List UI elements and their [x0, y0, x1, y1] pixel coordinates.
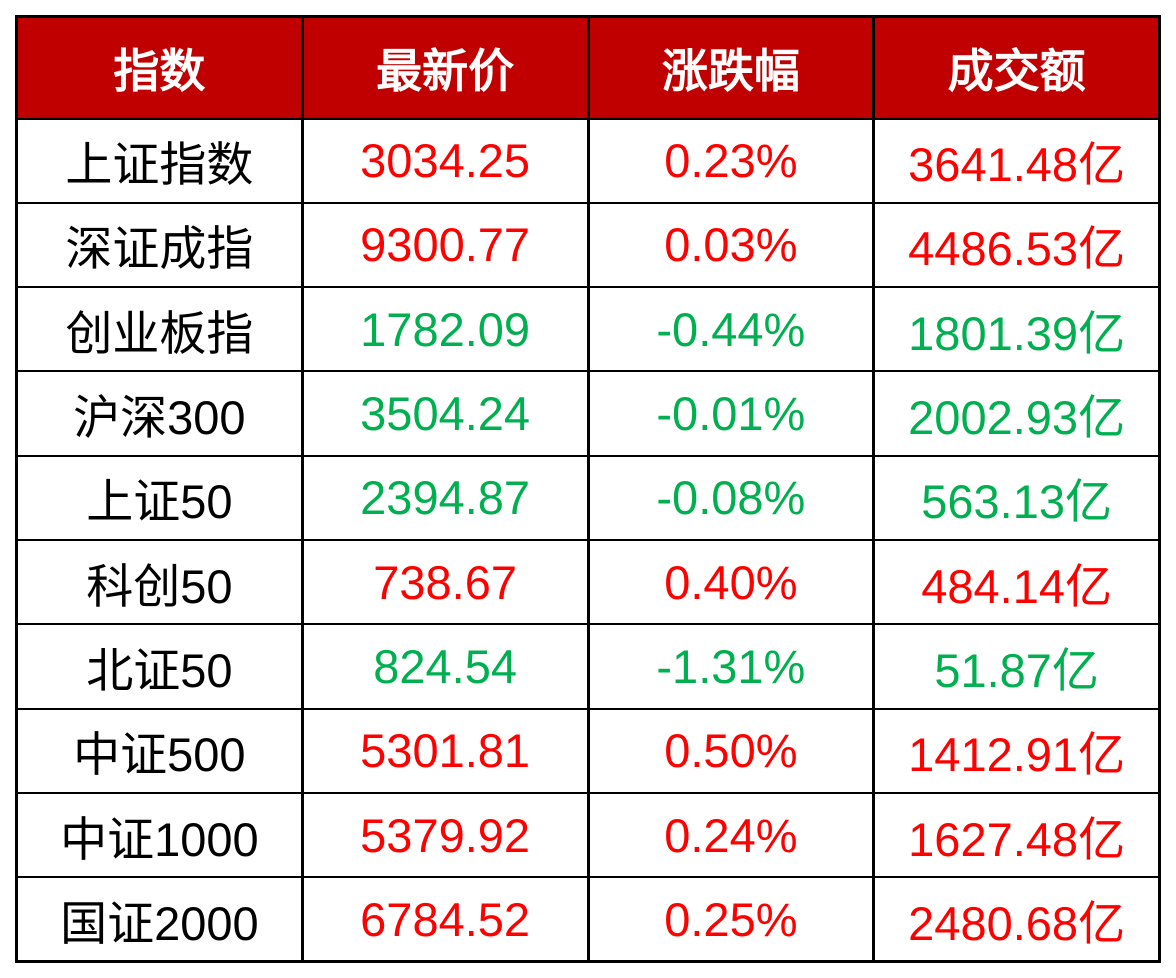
index-name: 深证成指 [15, 201, 304, 289]
index-name: 沪深300 [15, 370, 304, 457]
table-row: 沪深300 3504.24 -0.01% 2002.93亿 [15, 370, 1161, 457]
change-percent: -1.31% [586, 623, 876, 710]
index-name: 创业板指 [15, 286, 304, 373]
turnover: 4486.53亿 [872, 201, 1161, 289]
latest-price: 3504.24 [300, 370, 590, 457]
turnover: 2480.68亿 [872, 876, 1161, 963]
change-percent: 0.24% [586, 791, 876, 879]
latest-price: 738.67 [300, 538, 590, 626]
change-percent: -0.44% [586, 286, 876, 373]
table-row: 北证50 824.54 -1.31% 51.87亿 [15, 623, 1161, 710]
latest-price: 2394.87 [300, 454, 590, 541]
latest-price: 1782.09 [300, 286, 590, 373]
table-row: 深证成指 9300.77 0.03% 4486.53亿 [15, 201, 1161, 289]
index-quotes-table: 指数 最新价 涨跌幅 成交额 上证指数 3034.25 0.23% 3641.4… [15, 15, 1161, 963]
change-percent: 0.40% [586, 538, 876, 626]
index-name: 科创50 [15, 538, 304, 626]
latest-price: 824.54 [300, 623, 590, 710]
table-row: 上证指数 3034.25 0.23% 3641.48亿 [15, 117, 1161, 204]
turnover: 3641.48亿 [872, 117, 1161, 204]
table-row: 国证2000 6784.52 0.25% 2480.68亿 [15, 876, 1161, 963]
table-row: 中证1000 5379.92 0.24% 1627.48亿 [15, 791, 1161, 879]
index-name: 国证2000 [15, 876, 304, 963]
change-percent: 0.25% [586, 876, 876, 963]
header-row: 指数 最新价 涨跌幅 成交额 [15, 15, 1161, 120]
table-row: 创业板指 1782.09 -0.44% 1801.39亿 [15, 286, 1161, 373]
latest-price: 5301.81 [300, 707, 590, 794]
index-name: 北证50 [15, 623, 304, 710]
index-quotes-panel: 指数 最新价 涨跌幅 成交额 上证指数 3034.25 0.23% 3641.4… [15, 15, 1161, 963]
index-name: 中证500 [15, 707, 304, 794]
change-percent: -0.08% [586, 454, 876, 541]
turnover: 1412.91亿 [872, 707, 1161, 794]
column-header-change-percent: 涨跌幅 [586, 15, 876, 120]
index-name: 中证1000 [15, 791, 304, 879]
turnover: 51.87亿 [872, 623, 1161, 710]
latest-price: 6784.52 [300, 876, 590, 963]
table-row: 科创50 738.67 0.40% 484.14亿 [15, 538, 1161, 626]
column-header-index: 指数 [15, 15, 304, 120]
turnover: 2002.93亿 [872, 370, 1161, 457]
index-name: 上证指数 [15, 117, 304, 204]
latest-price: 3034.25 [300, 117, 590, 204]
turnover: 1627.48亿 [872, 791, 1161, 879]
index-name: 上证50 [15, 454, 304, 541]
latest-price: 9300.77 [300, 201, 590, 289]
latest-price: 5379.92 [300, 791, 590, 879]
change-percent: -0.01% [586, 370, 876, 457]
column-header-turnover: 成交额 [872, 15, 1161, 120]
change-percent: 0.23% [586, 117, 876, 204]
table-row: 中证500 5301.81 0.50% 1412.91亿 [15, 707, 1161, 794]
change-percent: 0.50% [586, 707, 876, 794]
change-percent: 0.03% [586, 201, 876, 289]
turnover: 484.14亿 [872, 538, 1161, 626]
turnover: 563.13亿 [872, 454, 1161, 541]
column-header-latest-price: 最新价 [300, 15, 590, 120]
turnover: 1801.39亿 [872, 286, 1161, 373]
table-row: 上证50 2394.87 -0.08% 563.13亿 [15, 454, 1161, 541]
